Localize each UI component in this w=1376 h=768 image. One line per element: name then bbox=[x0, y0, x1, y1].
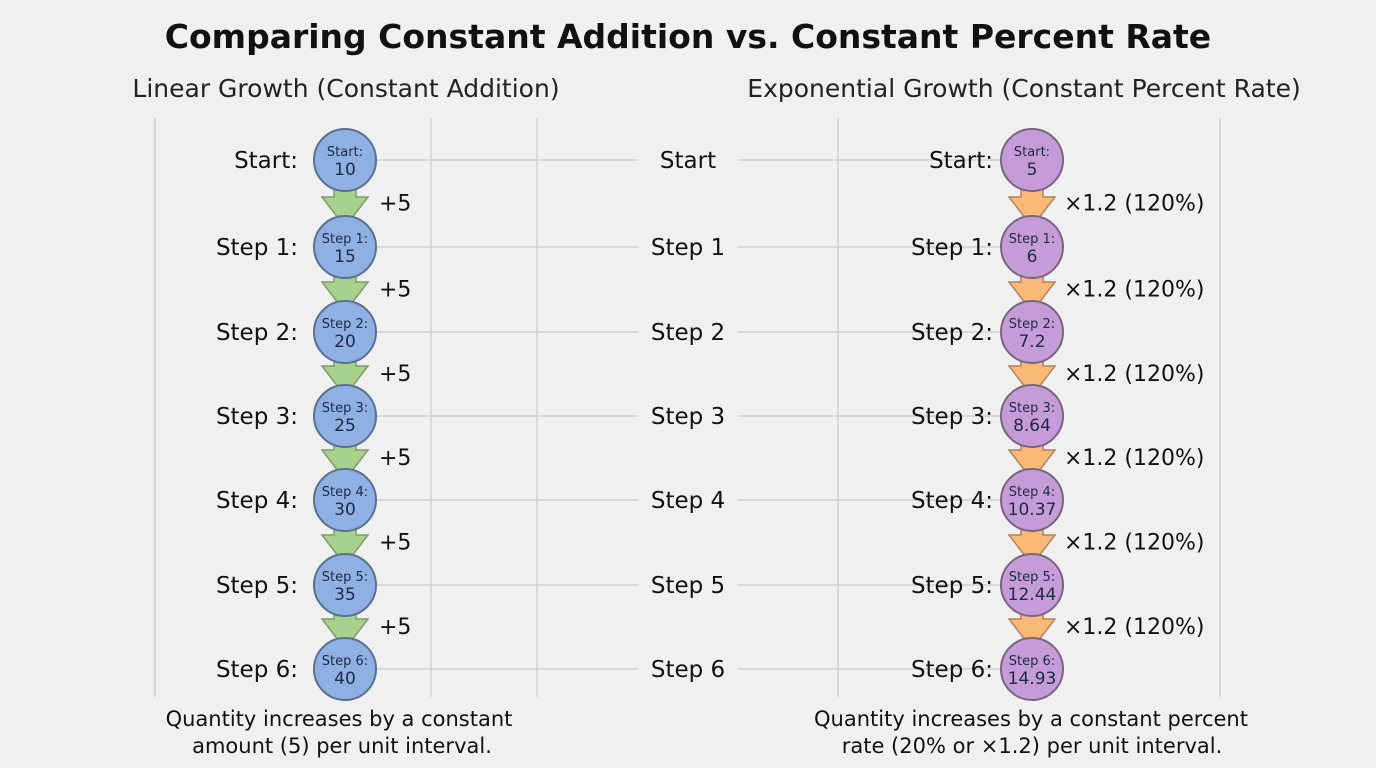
exponential-step-node bbox=[1000, 553, 1064, 617]
linear-node-label: Step 6: bbox=[322, 654, 368, 669]
middle-step-label: Step 5 bbox=[651, 573, 725, 599]
exponential-node-label: Step 3: bbox=[1009, 401, 1055, 416]
middle-step-label: Step 1 bbox=[651, 235, 725, 261]
exponential-operation-label: ×1.2 (120%) bbox=[1064, 278, 1204, 303]
middle-step-label: Step 4 bbox=[651, 488, 725, 514]
linear-node-label: Step 3: bbox=[322, 401, 368, 416]
exponential-step-label: Step 2: bbox=[911, 320, 993, 346]
exponential-step-label: Start: bbox=[929, 148, 993, 174]
linear-node-value: 25 bbox=[334, 416, 356, 436]
linear-step-node bbox=[313, 553, 377, 617]
middle-step-label: Start bbox=[660, 148, 716, 174]
exponential-step-label: Step 5: bbox=[911, 573, 993, 599]
linear-node-label: Step 2: bbox=[322, 317, 368, 332]
diagram-title: Comparing Constant Addition vs. Constant… bbox=[165, 17, 1211, 56]
exponential-step-node bbox=[1000, 300, 1064, 364]
linear-step-node bbox=[313, 637, 377, 701]
exponential-step-node bbox=[1000, 384, 1064, 448]
middle-step-label: Step 2 bbox=[651, 320, 725, 346]
exponential-node-label: Step 5: bbox=[1009, 570, 1055, 585]
linear-step-label: Step 4: bbox=[216, 488, 298, 514]
exponential-heading: Exponential Growth (Constant Percent Rat… bbox=[747, 74, 1300, 103]
exponential-node-value: 10.37 bbox=[1008, 500, 1057, 520]
exponential-caption-line1: Quantity increases by a constant percent bbox=[814, 707, 1248, 731]
linear-operation-label: +5 bbox=[379, 192, 411, 217]
linear-node-label: Start: bbox=[327, 145, 363, 160]
exponential-node-value: 7.2 bbox=[1018, 332, 1045, 352]
exponential-step-label: Step 1: bbox=[911, 235, 993, 261]
exponential-caption-line2: rate (20% or ×1.2) per unit interval. bbox=[842, 734, 1223, 758]
linear-step-label: Step 5: bbox=[216, 573, 298, 599]
linear-caption-line2: amount (5) per unit interval. bbox=[192, 734, 492, 758]
linear-step-label: Step 3: bbox=[216, 404, 298, 430]
linear-node-label: Step 1: bbox=[322, 232, 368, 247]
exponential-node-label: Step 4: bbox=[1009, 485, 1055, 500]
linear-step-node bbox=[313, 300, 377, 364]
linear-node-label: Step 4: bbox=[322, 485, 368, 500]
exponential-operation-label: ×1.2 (120%) bbox=[1064, 531, 1204, 556]
linear-operation-label: +5 bbox=[379, 278, 411, 303]
linear-heading: Linear Growth (Constant Addition) bbox=[132, 74, 559, 103]
linear-node-value: 15 bbox=[334, 247, 356, 267]
linear-operation-label: +5 bbox=[379, 615, 411, 640]
exponential-node-label: Step 6: bbox=[1009, 654, 1055, 669]
linear-node-value: 35 bbox=[334, 585, 356, 605]
exponential-node-label: Step 1: bbox=[1009, 232, 1055, 247]
exponential-operation-label: ×1.2 (120%) bbox=[1064, 362, 1204, 387]
linear-operation-label: +5 bbox=[379, 531, 411, 556]
exponential-step-node bbox=[1000, 128, 1064, 192]
linear-step-label: Start: bbox=[234, 148, 298, 174]
exponential-step-label: Step 4: bbox=[911, 488, 993, 514]
linear-operation-label: +5 bbox=[379, 362, 411, 387]
middle-step-label: Step 3 bbox=[651, 404, 725, 430]
exponential-step-label: Step 6: bbox=[911, 657, 993, 683]
exponential-node-value: 5 bbox=[1027, 160, 1038, 180]
linear-node-label: Step 5: bbox=[322, 570, 368, 585]
exponential-node-label: Step 2: bbox=[1009, 317, 1055, 332]
linear-node-value: 10 bbox=[334, 160, 356, 180]
linear-step-label: Step 1: bbox=[216, 235, 298, 261]
exponential-step-node bbox=[1000, 468, 1064, 532]
linear-caption-line1: Quantity increases by a constant bbox=[166, 707, 513, 731]
linear-step-node bbox=[313, 215, 377, 279]
exponential-operation-label: ×1.2 (120%) bbox=[1064, 192, 1204, 217]
exponential-node-value: 8.64 bbox=[1013, 416, 1051, 436]
exponential-step-label: Step 3: bbox=[911, 404, 993, 430]
grid-lines bbox=[154, 118, 1221, 697]
middle-step-label: Step 6 bbox=[651, 657, 725, 683]
exponential-step-node bbox=[1000, 215, 1064, 279]
exponential-node-value: 14.93 bbox=[1008, 669, 1057, 689]
linear-step-label: Step 2: bbox=[216, 320, 298, 346]
exponential-node-label: Start: bbox=[1014, 145, 1050, 160]
linear-step-node bbox=[313, 128, 377, 192]
exponential-node-value: 12.44 bbox=[1008, 585, 1057, 605]
linear-node-value: 20 bbox=[334, 332, 356, 352]
exponential-step-node bbox=[1000, 637, 1064, 701]
exponential-node-value: 6 bbox=[1027, 247, 1038, 267]
linear-step-label: Step 6: bbox=[216, 657, 298, 683]
exponential-operation-label: ×1.2 (120%) bbox=[1064, 446, 1204, 471]
linear-node-value: 40 bbox=[334, 669, 356, 689]
linear-step-node bbox=[313, 384, 377, 448]
linear-operation-label: +5 bbox=[379, 446, 411, 471]
linear-node-value: 30 bbox=[334, 500, 356, 520]
linear-step-node bbox=[313, 468, 377, 532]
exponential-operation-label: ×1.2 (120%) bbox=[1064, 615, 1204, 640]
